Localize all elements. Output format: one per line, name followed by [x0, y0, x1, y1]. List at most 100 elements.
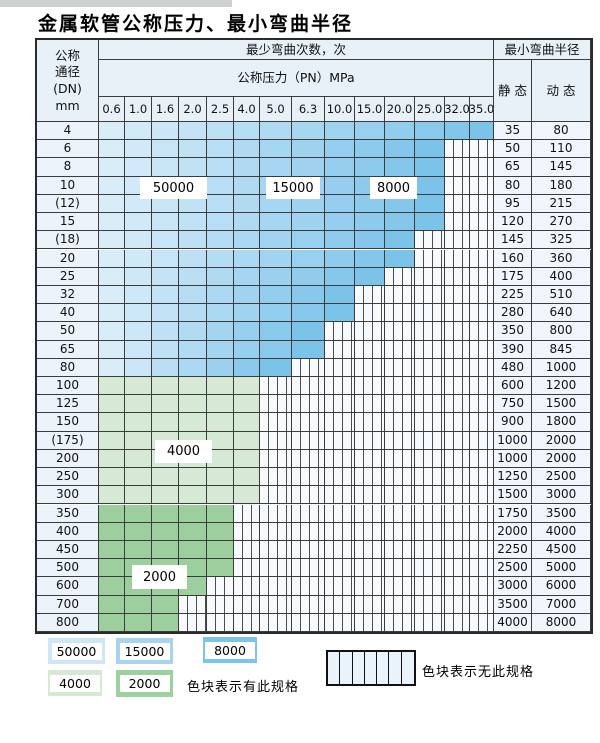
- dynamic-value-cell: 2000: [532, 449, 591, 469]
- spec-cell: [260, 122, 292, 141]
- dynamic-value-cell: 1000: [532, 358, 591, 377]
- no-spec-cell: [385, 285, 415, 305]
- no-spec-cell: [292, 559, 325, 578]
- spec-cell: [234, 122, 260, 141]
- table-row-dn-(175): (175) 1000 2000: [37, 431, 591, 450]
- legend-swatch-label-15000: 15000: [119, 642, 170, 660]
- no-spec-cell: [355, 522, 385, 541]
- table-row-dn-250: 250 1250 2500: [37, 468, 591, 487]
- no-spec-cell: [415, 249, 445, 268]
- table-row-dn-32: 32 225 510: [37, 285, 591, 305]
- static-value-cell: 280: [494, 304, 532, 323]
- cycle-label-8000: 8000: [370, 177, 417, 199]
- spec-cell: [152, 395, 179, 414]
- dynamic-value-cell: 800: [532, 322, 591, 341]
- no-spec-cell: [470, 285, 494, 305]
- no-spec-cell: [445, 468, 470, 487]
- no-spec-cell: [445, 540, 470, 560]
- no-spec-stripe-cell: [353, 652, 365, 684]
- no-spec-cell: [445, 249, 470, 268]
- dn-cell: 350: [37, 504, 99, 523]
- static-value-cell: 3000: [494, 577, 532, 596]
- spec-cell: [234, 285, 260, 305]
- table-row-dn-600: 600 3000 6000: [37, 577, 591, 596]
- no-spec-cell: [445, 194, 470, 214]
- spec-cell: [325, 304, 355, 323]
- table-row-dn-450: 450 2250 4500: [37, 540, 591, 560]
- no-spec-cell: [385, 559, 415, 578]
- pressure-tick-2.0: 2.0: [179, 97, 207, 122]
- spec-cell: [207, 559, 234, 578]
- legend-swatch-2000: 2000: [116, 670, 173, 697]
- spec-cell: [385, 231, 415, 250]
- legend-swatch-8000: 8000: [203, 637, 257, 663]
- spec-cell: [99, 559, 125, 578]
- spec-cell: [125, 468, 152, 487]
- pressure-tick-2.5: 2.5: [207, 97, 234, 122]
- dynamic-value-cell: 6000: [532, 577, 591, 596]
- spec-cell: [125, 140, 152, 159]
- spec-cell: [260, 340, 292, 359]
- spec-cell: [355, 140, 385, 159]
- no-spec-cell: [355, 285, 385, 305]
- spec-cell: [325, 122, 355, 141]
- spec-cell: [292, 267, 325, 286]
- legend-swatch-label-2000: 2000: [119, 675, 170, 692]
- table-row-dn-125: 125 750 1500: [37, 395, 591, 414]
- static-header: 静 态: [494, 60, 532, 122]
- no-spec-cell: [415, 613, 445, 632]
- no-spec-cell: [385, 304, 415, 323]
- dn-header-cell: 公称 通径 (DN) mm: [37, 40, 99, 122]
- spec-cell: [260, 213, 292, 232]
- spec-cell: [125, 231, 152, 250]
- spec-cell: [99, 340, 125, 359]
- spec-cell: [355, 267, 385, 286]
- spec-cell: [260, 322, 292, 341]
- no-spec-cell: [470, 322, 494, 341]
- no-spec-cell: [470, 449, 494, 469]
- spec-cell: [152, 304, 179, 323]
- no-spec-cell: [292, 486, 325, 505]
- table-row-dn-25: 25 175 400: [37, 267, 591, 286]
- pressure-tick-1.6: 1.6: [152, 97, 179, 122]
- spec-cell: [234, 358, 260, 377]
- dn-cell: 15: [37, 213, 99, 232]
- no-spec-cell: [292, 577, 325, 596]
- dn-cell: 500: [37, 559, 99, 578]
- static-value-cell: 120: [494, 213, 532, 232]
- no-spec-cell: [470, 194, 494, 214]
- no-spec-cell: [445, 176, 470, 195]
- table-row-dn-150: 150 900 1800: [37, 413, 591, 432]
- spec-cell: [179, 377, 207, 396]
- dn-cell: 40: [37, 304, 99, 323]
- no-spec-cell: [385, 413, 415, 432]
- dynamic-value-cell: 400: [532, 267, 591, 286]
- dynamic-value-cell: 4500: [532, 540, 591, 560]
- spec-cell: [385, 140, 415, 159]
- no-spec-cell: [470, 267, 494, 286]
- static-value-cell: 175: [494, 267, 532, 286]
- table-row-dn-8: 8 65 145: [37, 158, 591, 177]
- spec-cell: [207, 158, 234, 177]
- spec-cell: [125, 340, 152, 359]
- no-spec-cell: [207, 595, 234, 614]
- spec-cell: [325, 158, 355, 177]
- legend-no-spec-note: 色块表示无此规格: [422, 665, 535, 680]
- static-value-cell: 2000: [494, 522, 532, 541]
- spec-cell: [99, 285, 125, 305]
- dynamic-value-cell: 8000: [532, 613, 591, 632]
- no-spec-cell: [234, 577, 260, 596]
- no-spec-cell: [415, 468, 445, 487]
- spec-cell: [152, 504, 179, 523]
- spec-cell: [415, 122, 445, 141]
- no-spec-cell: [470, 395, 494, 414]
- dn-cell: 65: [37, 340, 99, 359]
- spec-cell: [152, 358, 179, 377]
- spec-cell: [99, 249, 125, 268]
- no-spec-cell: [415, 449, 445, 469]
- no-spec-cell: [445, 504, 470, 523]
- table-row-dn-65: 65 390 845: [37, 340, 591, 359]
- spec-cell: [325, 140, 355, 159]
- no-spec-cell: [445, 231, 470, 250]
